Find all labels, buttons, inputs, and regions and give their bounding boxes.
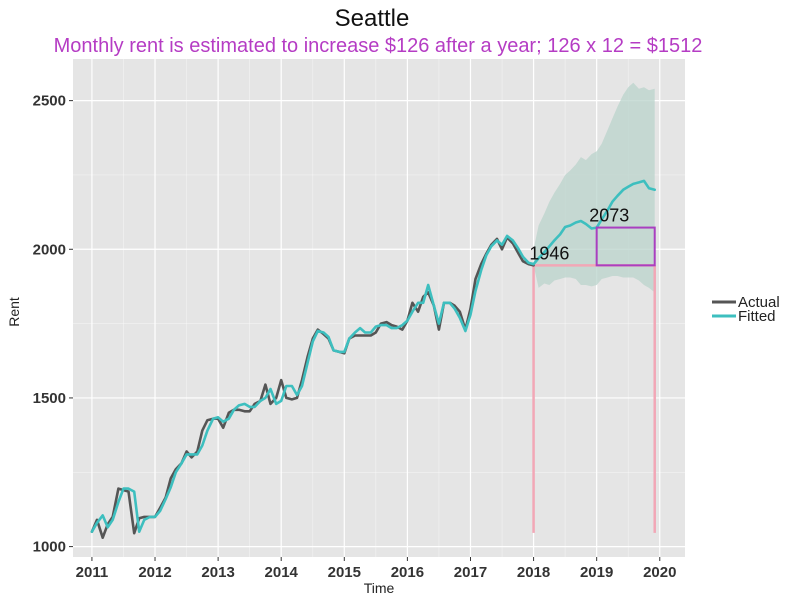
- plot-panel: [73, 59, 685, 557]
- highlight-box: [595, 226, 656, 267]
- y-tick-label: 2500: [33, 93, 66, 110]
- x-tick-label: 2017: [454, 564, 487, 581]
- x-tick-label: 2019: [580, 564, 613, 581]
- y-tick-label: 1000: [33, 539, 66, 556]
- x-tick-label: 2012: [138, 564, 171, 581]
- legend-label-fitted: Fitted: [738, 308, 776, 325]
- x-axis-ticks: 2011 2012 2013 2014 2015 2016 2017 2018 2019 2020: [76, 557, 676, 581]
- x-tick-label: 2015: [328, 564, 361, 581]
- minor-gridlines: [73, 59, 685, 557]
- y-tick-label: 2000: [33, 241, 66, 258]
- x-tick-label: 2011: [76, 564, 109, 581]
- x-tick-label: 2013: [201, 564, 234, 581]
- annotation-label: 1946: [529, 243, 569, 263]
- chart-subtitle: Monthly rent is estimated to increase $1…: [54, 35, 703, 57]
- x-tick-label: 2018: [517, 564, 550, 581]
- x-axis-title: Time: [364, 580, 395, 596]
- annotation-label: 2073: [589, 206, 629, 226]
- y-axis-title: Rent: [6, 297, 22, 327]
- x-tick-label: 2014: [265, 564, 299, 581]
- confidence-band-layer: [533, 82, 655, 293]
- legend-label-actual: Actual: [738, 294, 780, 311]
- series-layer: [90, 179, 657, 540]
- chart-title: Seattle: [335, 5, 410, 32]
- annotation-layer: 1946 2073: [529, 206, 629, 264]
- y-axis-ticks: 1000 1500 2000 2500: [33, 93, 73, 556]
- x-tick-label: 2016: [391, 564, 424, 581]
- x-tick-label: 2020: [643, 564, 676, 581]
- highlight-box-layer: [595, 226, 656, 267]
- major-gridlines: [73, 59, 685, 557]
- series-line-fitted: [90, 179, 657, 534]
- confidence-band: [533, 82, 655, 293]
- y-tick-label: 1500: [33, 390, 66, 407]
